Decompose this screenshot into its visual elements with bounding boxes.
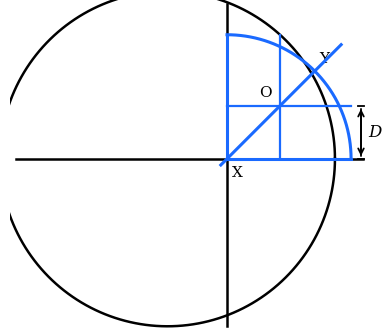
- Text: D: D: [368, 124, 382, 141]
- Text: Y: Y: [320, 52, 330, 66]
- Text: X: X: [232, 166, 243, 180]
- Text: O: O: [260, 86, 272, 100]
